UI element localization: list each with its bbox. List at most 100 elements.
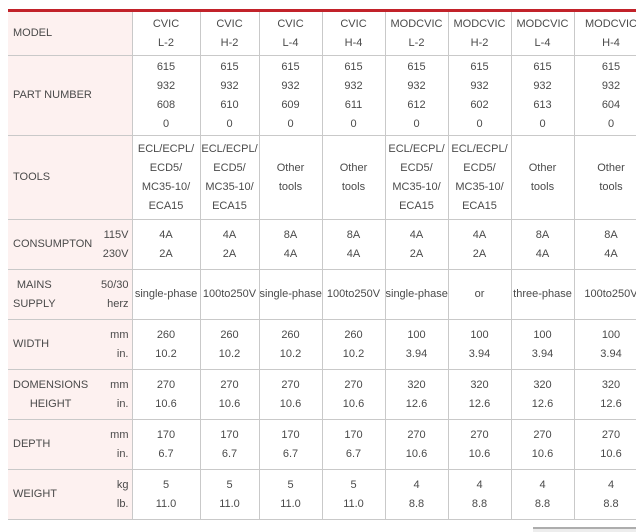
cell-weight-modcvic-h2: 4 8.8: [447, 469, 512, 520]
cell-mains-supply-cvic-l2: single-phase: [131, 269, 201, 320]
cell-line: ECD5/: [400, 161, 433, 174]
row-unit-label: 230V: [102, 247, 129, 260]
cell-line: 270: [533, 428, 552, 441]
row-label-text: DOMENSIONS: [13, 378, 89, 391]
row-unit-label: mm: [110, 378, 129, 391]
cell-line: 4: [476, 478, 483, 491]
row-unit-label: in.: [116, 447, 129, 460]
cell-line: MODCVIC: [453, 17, 506, 30]
cell-line: 4A: [604, 247, 618, 260]
cell-line: 608: [156, 98, 176, 111]
cell-line: 320: [601, 378, 621, 391]
cell-dimensions-height-cvic-l2: 270 10.6: [131, 369, 201, 420]
row-unit-label: lb.: [116, 497, 129, 510]
cell-depth-modcvic-h4: 270 10.6: [573, 419, 636, 470]
table-row-depth: DEPTH mm in. 170 6.7 170 6.7 170 6.7 170 6.7 270 10.…: [8, 419, 636, 470]
cell-line: ECL/ECPL/: [201, 142, 258, 155]
row-unit-label: mm: [110, 328, 129, 341]
row-label-layout: TOOLS: [8, 168, 131, 187]
cell-line: CVIC: [216, 17, 243, 30]
cell-line: 270: [281, 378, 300, 391]
table-row-part-number: PART NUMBER 615 932 608 0 615 932 610 0 615 932 609…: [8, 55, 636, 136]
cell-consumption-cvic-h4: 8A 4A: [321, 219, 386, 270]
cell-line: 10.6: [405, 447, 428, 460]
cell-line: 10.2: [218, 347, 241, 360]
row-label-text: SUPPLY: [13, 297, 56, 310]
cell-line: 10.2: [155, 347, 177, 360]
cell-line: 615: [533, 60, 552, 73]
cell-line: 6.7: [158, 447, 174, 460]
cell-part-number-modcvic-l4: 615 932 613 0: [510, 55, 575, 136]
cell-line: 100to250V: [202, 288, 257, 300]
cell-weight-cvic-h2: 5 11.0: [199, 469, 260, 520]
cell-dimensions-height-cvic-h2: 270 10.6: [199, 369, 260, 420]
cell-part-number-modcvic-h4: 615 932 604 0: [573, 55, 636, 136]
cell-line: 0: [287, 117, 294, 130]
cell-line: 615: [344, 60, 363, 73]
cell-line: Other: [339, 161, 368, 174]
cell-dimensions-height-modcvic-h2: 320 12.6: [447, 369, 512, 420]
cell-line: 604: [601, 98, 621, 111]
cell-line: 8A: [535, 228, 550, 241]
cell-line: H-4: [602, 36, 620, 49]
row-unit-label: in.: [116, 397, 129, 410]
cell-line: 320: [470, 378, 489, 391]
row-label-layout: WIDTH mm in.: [8, 326, 131, 364]
cell-line: 12.6: [468, 397, 491, 410]
cell-line: 5: [287, 478, 294, 491]
row-label-layout: MAINS SUPPLY 50/30 herz: [8, 276, 131, 314]
cell-depth-cvic-l4: 170 6.7: [258, 419, 323, 470]
cell-line: 11.0: [155, 497, 177, 510]
cell-line: 5: [350, 478, 357, 491]
cell-line: L-2: [408, 36, 425, 49]
row-label-layout: MODEL: [8, 24, 131, 43]
cell-line: 100: [601, 328, 621, 341]
cell-line: 3.94: [531, 347, 554, 360]
row-unit-label: herz: [107, 297, 129, 310]
cell-line: 4: [539, 478, 546, 491]
cell-tools-modcvic-l2: ECL/ECPL/ECD5/MC35-10/ECA15: [384, 135, 449, 220]
cell-line: 0: [476, 117, 483, 130]
table-row-width: WIDTH mm in. 260 10.2 260 10.2 260 10.2 260 10.2 10…: [8, 319, 636, 370]
cell-line: 602: [470, 98, 489, 111]
cell-mains-supply-cvic-h2: 100to250V: [199, 269, 260, 320]
cell-line: 4A: [472, 228, 487, 241]
cell-line: or: [474, 288, 485, 300]
row-label-part-number: PART NUMBER: [8, 55, 133, 136]
cell-line: 932: [281, 79, 300, 92]
cell-line: tools: [530, 180, 555, 193]
cell-line: tools: [278, 180, 303, 193]
cell-tools-cvic-h4: Other tools: [321, 135, 386, 220]
cell-line: ECL/ECPL/: [137, 142, 195, 155]
row-label-dimensions-height: DOMENSIONS HEIGHT mm in.: [8, 369, 133, 420]
cell-line: 615: [220, 60, 239, 73]
row-label-layout: DEPTH mm in.: [8, 426, 131, 464]
cell-part-number-modcvic-h2: 615 932 602 0: [447, 55, 512, 136]
cell-line: 260: [220, 328, 239, 341]
cell-line: MODCVIC: [390, 17, 443, 30]
cell-tools-cvic-l2: ECL/ECPL/ECD5/MC35-10/ECA15: [131, 135, 201, 220]
partial-bottom-button[interactable]: [533, 527, 636, 532]
cell-line: 11.0: [280, 497, 301, 510]
cell-line: CVIC: [277, 17, 304, 30]
cell-part-number-cvic-l4: 615 932 609 0: [258, 55, 323, 136]
cell-model-modcvic-h2: MODCVIC H-2: [447, 12, 512, 56]
cell-line: 0: [607, 117, 615, 130]
cell-line: 11.0: [219, 497, 240, 510]
cell-weight-cvic-l2: 5 11.0: [131, 469, 201, 520]
cell-line: ECD5/: [463, 161, 496, 174]
cell-line: L-2: [158, 36, 174, 49]
cell-line: L-4: [282, 36, 299, 49]
cell-line: 6.7: [221, 447, 238, 460]
cell-line: three-phase: [513, 288, 572, 300]
table-row-tools: TOOLS ECL/ECPL/ECD5/MC35-10/ECA15 ECL/ECPL…: [8, 135, 636, 220]
cell-line: ECD5/: [149, 161, 183, 174]
cell-consumption-cvic-l4: 8A 4A: [258, 219, 323, 270]
cell-model-cvic-l2: CVIC L-2: [131, 12, 201, 56]
cell-line: single-phase: [134, 288, 198, 300]
cell-consumption-modcvic-h4: 8A 4A: [573, 219, 636, 270]
cell-line: MC35-10/: [205, 180, 254, 193]
cell-line: 8.8: [603, 497, 619, 510]
cell-line: Other: [276, 161, 305, 174]
